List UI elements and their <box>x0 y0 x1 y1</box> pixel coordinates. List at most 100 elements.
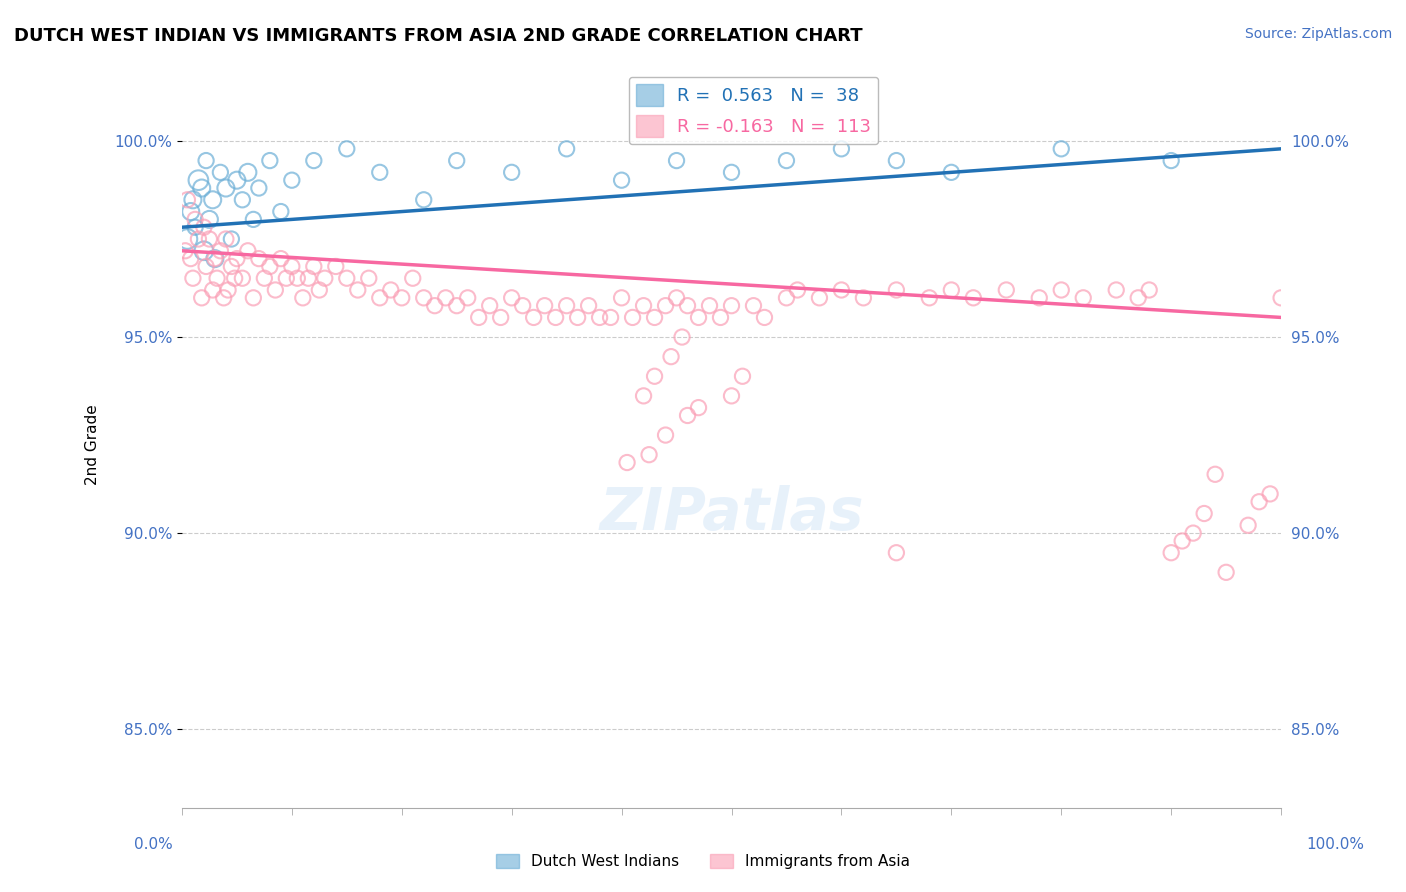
Point <box>633 299 655 313</box>
Point <box>467 310 489 325</box>
Point <box>644 310 666 325</box>
Point <box>253 271 276 285</box>
Point <box>209 165 232 179</box>
Point <box>281 173 304 187</box>
Point <box>886 546 908 560</box>
Point <box>501 291 523 305</box>
Point <box>180 252 202 266</box>
Point <box>291 291 314 305</box>
Point <box>412 291 434 305</box>
Point <box>187 232 209 246</box>
Point <box>962 291 984 305</box>
Point <box>1192 507 1215 521</box>
Point <box>434 291 457 305</box>
Point <box>654 299 676 313</box>
Point <box>270 252 292 266</box>
Point <box>193 244 215 258</box>
Point <box>533 299 555 313</box>
Point <box>754 310 776 325</box>
Point <box>852 291 875 305</box>
Point <box>665 153 688 168</box>
Point <box>1249 494 1271 508</box>
Point <box>380 283 402 297</box>
Point <box>176 232 198 246</box>
Point <box>830 283 852 297</box>
Point <box>671 330 693 344</box>
Point <box>276 271 298 285</box>
Point <box>231 271 253 285</box>
Point <box>285 271 308 285</box>
Point <box>616 456 638 470</box>
Point <box>1128 291 1150 305</box>
Point <box>830 142 852 156</box>
Point <box>336 271 359 285</box>
Point <box>217 283 239 297</box>
Point <box>446 299 468 313</box>
Point <box>1182 526 1205 541</box>
Point <box>775 153 797 168</box>
Point <box>676 409 699 423</box>
Point <box>221 232 243 246</box>
Point <box>1160 546 1182 560</box>
Point <box>181 271 204 285</box>
Point <box>775 291 797 305</box>
Y-axis label: 2nd Grade: 2nd Grade <box>86 404 100 485</box>
Point <box>633 389 655 403</box>
Point <box>231 193 253 207</box>
Point <box>676 299 699 313</box>
Point <box>302 260 325 274</box>
Point <box>523 310 546 325</box>
Point <box>886 283 908 297</box>
Point <box>187 173 209 187</box>
Point <box>567 310 589 325</box>
Point <box>1105 283 1128 297</box>
Point <box>225 173 247 187</box>
Point <box>402 271 425 285</box>
Point <box>221 260 243 274</box>
Point <box>215 232 238 246</box>
Point <box>742 299 765 313</box>
Point <box>190 181 212 195</box>
Point <box>1270 291 1292 305</box>
Point <box>242 212 264 227</box>
Point <box>1050 283 1073 297</box>
Point <box>1071 291 1094 305</box>
Point <box>1215 566 1237 580</box>
Point <box>1237 518 1260 533</box>
Point <box>688 310 710 325</box>
Point <box>512 299 534 313</box>
Point <box>193 220 215 235</box>
Point <box>654 428 676 442</box>
Point <box>720 299 742 313</box>
Point <box>1204 467 1226 482</box>
Legend: R =  0.563   N =  38, R = -0.163   N =  113: R = 0.563 N = 38, R = -0.163 N = 113 <box>628 77 879 145</box>
Point <box>412 193 434 207</box>
Point <box>259 153 281 168</box>
Point <box>174 244 197 258</box>
Point <box>941 165 963 179</box>
Point <box>688 401 710 415</box>
Point <box>610 291 633 305</box>
Point <box>1171 533 1194 548</box>
Point <box>205 271 228 285</box>
Point <box>644 369 666 384</box>
Point <box>236 244 259 258</box>
Point <box>247 181 270 195</box>
Point <box>270 204 292 219</box>
Point <box>346 283 368 297</box>
Point <box>368 165 391 179</box>
Point <box>501 165 523 179</box>
Point <box>599 310 621 325</box>
Point <box>224 271 246 285</box>
Point <box>699 299 721 313</box>
Point <box>786 283 808 297</box>
Point <box>478 299 501 313</box>
Point <box>1160 153 1182 168</box>
Point <box>720 389 742 403</box>
Point <box>588 310 610 325</box>
Point <box>720 165 742 179</box>
Point <box>314 271 336 285</box>
Point <box>423 299 446 313</box>
Point <box>201 193 224 207</box>
Point <box>225 252 247 266</box>
